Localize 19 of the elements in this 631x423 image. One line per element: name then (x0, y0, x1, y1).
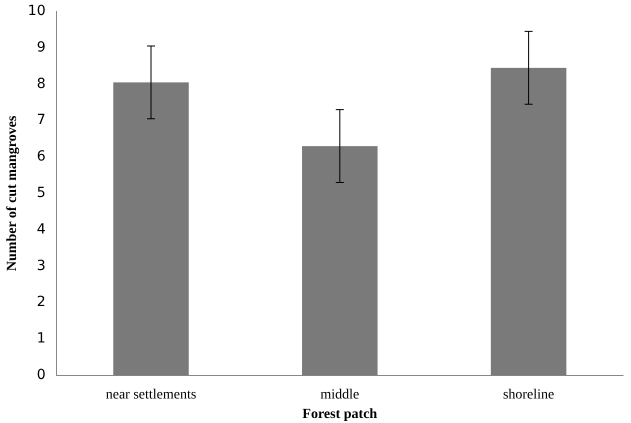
y-tick-label: 1 (36, 330, 46, 347)
x-tick-label: middle (320, 387, 360, 402)
y-tick-label: 3 (36, 258, 46, 274)
y-tick-label: 5 (36, 185, 46, 202)
y-tick-label: 9 (36, 39, 46, 56)
x-tick-label: near settlements (106, 387, 196, 402)
y-axis-title: Number of cut mangroves (5, 115, 20, 272)
y-tick-label: 4 (36, 221, 46, 238)
y-tick-label: 7 (36, 112, 46, 128)
bar (490, 68, 566, 376)
bar (302, 146, 378, 376)
y-tick-label: 10 (28, 3, 46, 20)
x-tick-label: shoreline (502, 387, 554, 402)
bar (113, 82, 189, 376)
y-tick-label: 8 (36, 76, 46, 92)
y-tick-label: 6 (36, 148, 46, 165)
x-axis-title: Forest patch (302, 407, 378, 422)
y-tick-label: 0 (36, 367, 46, 384)
y-tick-label: 2 (36, 294, 46, 310)
